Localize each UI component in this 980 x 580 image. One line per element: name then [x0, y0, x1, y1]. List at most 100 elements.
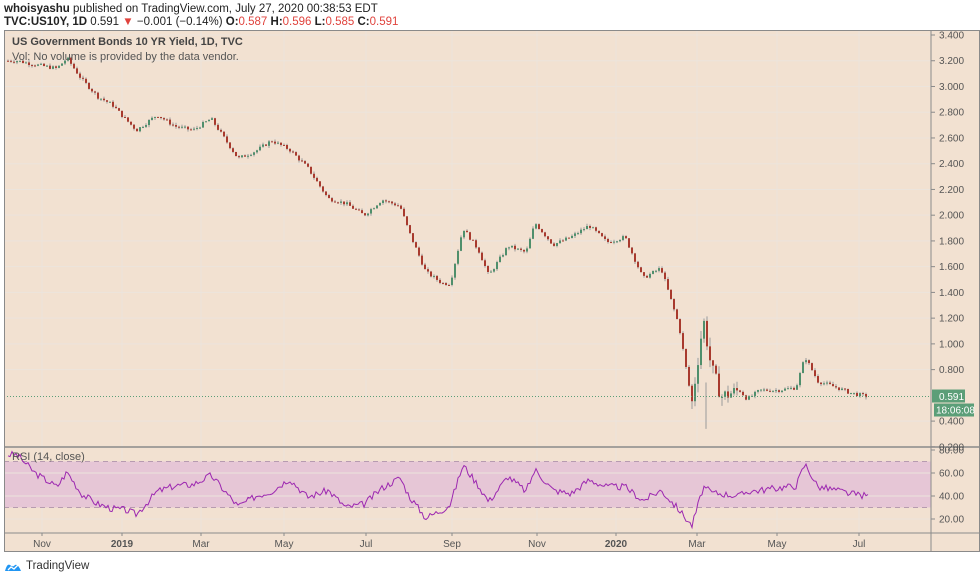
- candle-body: [790, 387, 792, 389]
- candle-body: [757, 390, 759, 392]
- candle-body: [706, 320, 708, 347]
- candle-body: [847, 388, 849, 394]
- time-axis-label: Jul: [853, 539, 866, 550]
- candle-body: [538, 224, 540, 230]
- candle-body: [505, 248, 507, 256]
- candle-body: [841, 388, 843, 391]
- candle-body: [64, 60, 66, 64]
- candle-body: [178, 126, 180, 128]
- candle-body: [766, 389, 768, 391]
- candle-body: [70, 57, 72, 64]
- candle-body: [232, 148, 234, 152]
- candle-body: [373, 208, 375, 210]
- candle-body: [586, 225, 588, 230]
- candle-body: [241, 155, 243, 158]
- candle-body: [598, 230, 600, 234]
- candle-body: [631, 247, 633, 254]
- candle-body: [328, 195, 330, 199]
- candle-body: [523, 249, 525, 252]
- candle-body: [100, 98, 102, 100]
- candle-body: [331, 198, 333, 202]
- published-text: published on TradingView.com, July 27, 2…: [69, 3, 378, 15]
- candle-body: [307, 163, 309, 167]
- tradingview-brand[interactable]: TradingView: [4, 560, 89, 572]
- candle-body: [676, 309, 678, 320]
- candle-body: [784, 388, 786, 391]
- candle-body: [268, 141, 270, 146]
- candle-body: [541, 229, 543, 233]
- candle-body: [601, 233, 603, 237]
- candle-body: [577, 233, 579, 235]
- time-axis-label: Mar: [192, 539, 210, 550]
- candle-body: [289, 148, 291, 152]
- candle-body: [670, 289, 672, 300]
- price-axis-label: 1.000: [939, 339, 964, 350]
- candle-body: [286, 144, 288, 149]
- author-name[interactable]: whoisyashu: [4, 3, 70, 15]
- candle-body: [475, 240, 477, 248]
- candle-body: [607, 238, 609, 243]
- open-value: 0.587: [238, 16, 268, 28]
- candle-body: [199, 127, 201, 129]
- price-axis-label: 2.000: [939, 211, 964, 222]
- candle-body: [19, 60, 21, 62]
- candle-body: [97, 92, 99, 99]
- volume-note: Vol: No volume is provided by the data v…: [12, 51, 239, 63]
- chart-legend-title: US Government Bonds 10 YR Yield, 1D, TVC: [12, 36, 243, 48]
- candle-body: [823, 383, 825, 385]
- candle-body: [769, 390, 771, 392]
- candle-body: [862, 393, 864, 395]
- tradingview-logo-icon: [5, 564, 21, 571]
- candle-body: [157, 116, 159, 118]
- rsi-axis-label: 60.00: [939, 469, 964, 480]
- candle-body: [388, 201, 390, 203]
- candle-body: [226, 136, 228, 143]
- candle-body: [169, 119, 171, 125]
- candle-body: [565, 237, 567, 241]
- countdown-label: 18:06:08: [936, 406, 975, 417]
- candle-body: [595, 227, 597, 231]
- time-axis-label: May: [768, 539, 787, 550]
- candle-body: [853, 392, 855, 394]
- candle-body: [835, 386, 837, 388]
- candle-body: [532, 228, 534, 239]
- candle-body: [346, 202, 348, 205]
- candle-body: [250, 154, 252, 156]
- rsi-axis-label: 40.00: [939, 492, 964, 503]
- candle-body: [745, 395, 747, 400]
- brand-label: TradingView: [26, 560, 90, 572]
- close-value: 0.591: [369, 16, 399, 28]
- candle-body: [571, 235, 573, 239]
- price-axis-label: 2.800: [939, 108, 964, 119]
- candle-body: [454, 263, 456, 278]
- candle-body: [610, 242, 612, 244]
- candle-body: [742, 391, 744, 396]
- candle-body: [235, 151, 237, 157]
- candle-body: [445, 283, 447, 285]
- candle-body: [184, 126, 186, 128]
- candle-body: [292, 151, 294, 153]
- candle-body: [715, 365, 717, 374]
- candle-body: [7, 60, 9, 62]
- candle-body: [415, 242, 417, 248]
- candle-body: [76, 68, 78, 74]
- candle-body: [649, 273, 651, 278]
- candle-body: [580, 229, 582, 234]
- candle-body: [562, 240, 564, 242]
- high-value: 0.596: [282, 16, 312, 28]
- candle-body: [166, 119, 168, 121]
- candle-body: [457, 250, 459, 264]
- candle-body: [478, 247, 480, 253]
- candle-body: [277, 142, 279, 144]
- candle-body: [772, 390, 774, 392]
- candle-body: [316, 177, 318, 182]
- candle-body: [391, 201, 393, 204]
- symbol-label: TVC:US10Y, 1D: [4, 16, 88, 28]
- candle-body: [484, 260, 486, 266]
- candle-body: [208, 119, 210, 122]
- candle-body: [739, 390, 741, 392]
- candle-body: [124, 116, 126, 118]
- candle-body: [16, 61, 18, 63]
- candle-body: [403, 208, 405, 217]
